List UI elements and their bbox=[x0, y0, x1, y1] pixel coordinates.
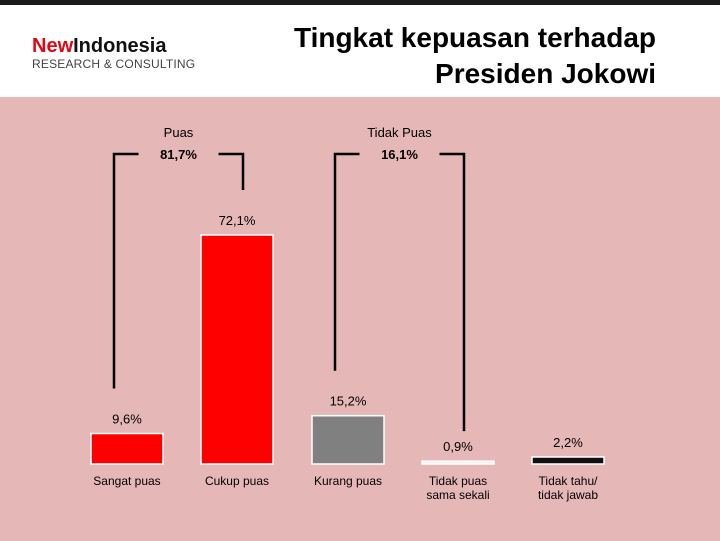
chart-panel: 9,6% Sangat puas 72,1% Cukup puas 15,2% Kuran… bbox=[0, 97, 720, 541]
bracket-right-1 bbox=[439, 152, 466, 432]
bracket-right-0 bbox=[218, 152, 245, 190]
group-label-0: Puas bbox=[164, 125, 194, 140]
category-label-1-0: Cukup puas bbox=[205, 474, 269, 488]
value-label-4: 2,2% bbox=[553, 435, 583, 450]
logo-wordmark: NewIndonesia bbox=[32, 35, 195, 57]
category-label-4-0: Tidak tahu/ bbox=[539, 474, 599, 488]
company-logo: NewIndonesia RESEARCH & CONSULTING bbox=[32, 35, 195, 71]
title-line-1: Tingkat kepuasan terhadap bbox=[293, 22, 656, 53]
bar-0 bbox=[90, 432, 164, 465]
bracket-left-1 bbox=[333, 152, 360, 371]
group-total-0: 81,7% bbox=[160, 147, 197, 162]
bar-3 bbox=[421, 460, 495, 465]
logo-indonesia-text: Indonesia bbox=[73, 35, 167, 57]
bracket-left-0 bbox=[112, 152, 139, 389]
category-label-3-0: Tidak puas bbox=[429, 474, 487, 488]
bar-4 bbox=[531, 456, 605, 465]
logo-new-text: New bbox=[32, 35, 74, 57]
header: NewIndonesia RESEARCH & CONSULTING Tingk… bbox=[0, 5, 720, 97]
value-label-0: 9,6% bbox=[112, 412, 142, 427]
value-label-1: 72,1% bbox=[219, 213, 256, 228]
category-label-3-1: sama sekali bbox=[426, 488, 489, 502]
top-rule bbox=[0, 0, 720, 5]
category-label-2-0: Kurang puas bbox=[314, 474, 382, 488]
category-label-4-1: tidak jawab bbox=[538, 488, 598, 502]
group-label-1: Tidak Puas bbox=[367, 125, 432, 140]
value-label-2: 15,2% bbox=[330, 394, 367, 409]
logo-subtitle: RESEARCH & CONSULTING bbox=[32, 57, 196, 71]
page-title: Tingkat kepuasan terhadap Presiden Jokow… bbox=[294, 20, 656, 92]
bar-1 bbox=[200, 234, 274, 465]
title-line-2: Presiden Jokowi bbox=[435, 58, 656, 89]
value-label-3: 0,9% bbox=[443, 439, 473, 454]
bar-chart: 9,6% Sangat puas 72,1% Cukup puas 15,2% Kuran… bbox=[90, 125, 605, 502]
bar-2 bbox=[311, 414, 385, 465]
group-total-1: 16,1% bbox=[381, 147, 418, 162]
category-label-0-0: Sangat puas bbox=[93, 474, 160, 488]
